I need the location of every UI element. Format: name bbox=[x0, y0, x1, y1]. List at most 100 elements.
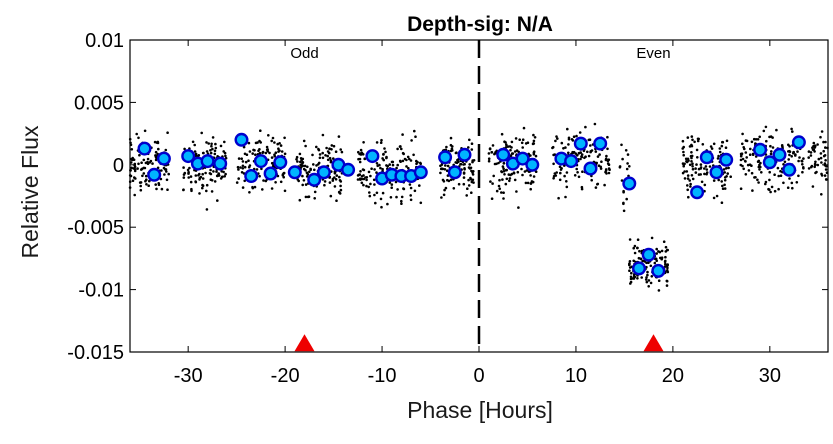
raw-point bbox=[386, 164, 390, 168]
raw-point bbox=[258, 151, 262, 155]
raw-point bbox=[273, 141, 276, 144]
raw-point bbox=[390, 186, 394, 189]
raw-point bbox=[741, 157, 745, 161]
raw-point bbox=[824, 178, 828, 181]
raw-point bbox=[703, 172, 706, 176]
raw-point bbox=[198, 176, 202, 180]
raw-point bbox=[462, 171, 466, 174]
raw-point bbox=[750, 140, 754, 144]
raw-point bbox=[823, 174, 827, 177]
raw-point bbox=[187, 176, 190, 179]
raw-point bbox=[662, 240, 666, 243]
binned-point bbox=[782, 162, 797, 177]
raw-point bbox=[265, 145, 269, 149]
raw-point bbox=[159, 177, 163, 181]
raw-point bbox=[790, 181, 794, 185]
raw-point bbox=[373, 168, 376, 171]
raw-point bbox=[504, 168, 508, 172]
raw-point bbox=[333, 176, 336, 179]
raw-point bbox=[572, 135, 576, 138]
raw-point bbox=[235, 181, 239, 184]
raw-point bbox=[718, 150, 722, 154]
raw-point bbox=[767, 187, 770, 191]
raw-point bbox=[521, 173, 524, 177]
binned-point bbox=[583, 161, 598, 176]
raw-point bbox=[402, 187, 406, 191]
raw-point bbox=[516, 170, 520, 174]
binned-point bbox=[651, 263, 666, 278]
raw-point bbox=[682, 153, 685, 157]
raw-point bbox=[798, 156, 801, 159]
x-tick-label: 20 bbox=[662, 365, 684, 387]
raw-point bbox=[277, 150, 280, 153]
raw-point bbox=[267, 134, 270, 137]
raw-point bbox=[564, 195, 567, 199]
binned-point bbox=[791, 135, 806, 150]
raw-point bbox=[240, 157, 243, 160]
raw-point bbox=[449, 149, 453, 153]
raw-point bbox=[751, 189, 754, 192]
raw-point bbox=[201, 186, 204, 190]
raw-point bbox=[318, 153, 322, 156]
raw-point bbox=[400, 147, 403, 151]
binned-point bbox=[137, 141, 152, 156]
raw-point bbox=[362, 168, 366, 172]
raw-point bbox=[212, 170, 215, 173]
raw-point bbox=[791, 130, 794, 133]
raw-point bbox=[567, 143, 570, 146]
raw-point bbox=[690, 151, 693, 154]
raw-point bbox=[576, 154, 579, 157]
raw-point bbox=[577, 152, 581, 155]
raw-point bbox=[664, 255, 667, 259]
raw-point bbox=[301, 183, 305, 187]
binned-point bbox=[147, 167, 162, 182]
raw-point bbox=[445, 145, 448, 149]
raw-point bbox=[708, 165, 712, 168]
raw-point bbox=[139, 184, 142, 188]
raw-point bbox=[241, 186, 245, 189]
raw-point bbox=[490, 151, 494, 154]
raw-point bbox=[786, 186, 790, 189]
raw-point bbox=[513, 150, 517, 153]
y-tick-label: -0.01 bbox=[78, 280, 124, 302]
raw-point bbox=[270, 156, 274, 159]
binned-point bbox=[699, 150, 714, 165]
raw-point bbox=[255, 168, 259, 171]
raw-point bbox=[492, 174, 496, 178]
raw-point bbox=[658, 250, 662, 254]
raw-point bbox=[449, 178, 453, 182]
binned-point bbox=[234, 132, 249, 147]
raw-point bbox=[689, 185, 692, 188]
raw-point bbox=[573, 174, 577, 177]
raw-point bbox=[139, 188, 143, 192]
raw-point bbox=[380, 138, 383, 142]
raw-point bbox=[488, 147, 492, 150]
binned-point bbox=[641, 247, 656, 262]
raw-point bbox=[701, 143, 705, 146]
raw-point bbox=[746, 163, 750, 167]
raw-point bbox=[650, 236, 654, 240]
raw-point bbox=[388, 181, 392, 184]
raw-point bbox=[400, 199, 403, 203]
raw-point bbox=[729, 175, 732, 178]
raw-point bbox=[788, 145, 791, 148]
raw-point bbox=[264, 151, 268, 155]
raw-point bbox=[306, 195, 310, 199]
raw-point bbox=[811, 185, 815, 188]
raw-point bbox=[489, 180, 492, 183]
raw-point bbox=[146, 160, 149, 164]
raw-point bbox=[745, 139, 749, 143]
raw-point bbox=[165, 178, 169, 182]
raw-point bbox=[335, 199, 338, 202]
binned-point bbox=[244, 168, 259, 183]
raw-point bbox=[253, 149, 256, 152]
raw-point bbox=[681, 162, 685, 165]
raw-point bbox=[243, 165, 247, 169]
raw-point bbox=[744, 160, 747, 163]
raw-point bbox=[779, 174, 783, 177]
raw-point bbox=[824, 140, 827, 144]
raw-point bbox=[400, 202, 403, 205]
raw-point bbox=[194, 180, 197, 183]
raw-point bbox=[557, 196, 560, 200]
raw-point bbox=[188, 166, 191, 170]
